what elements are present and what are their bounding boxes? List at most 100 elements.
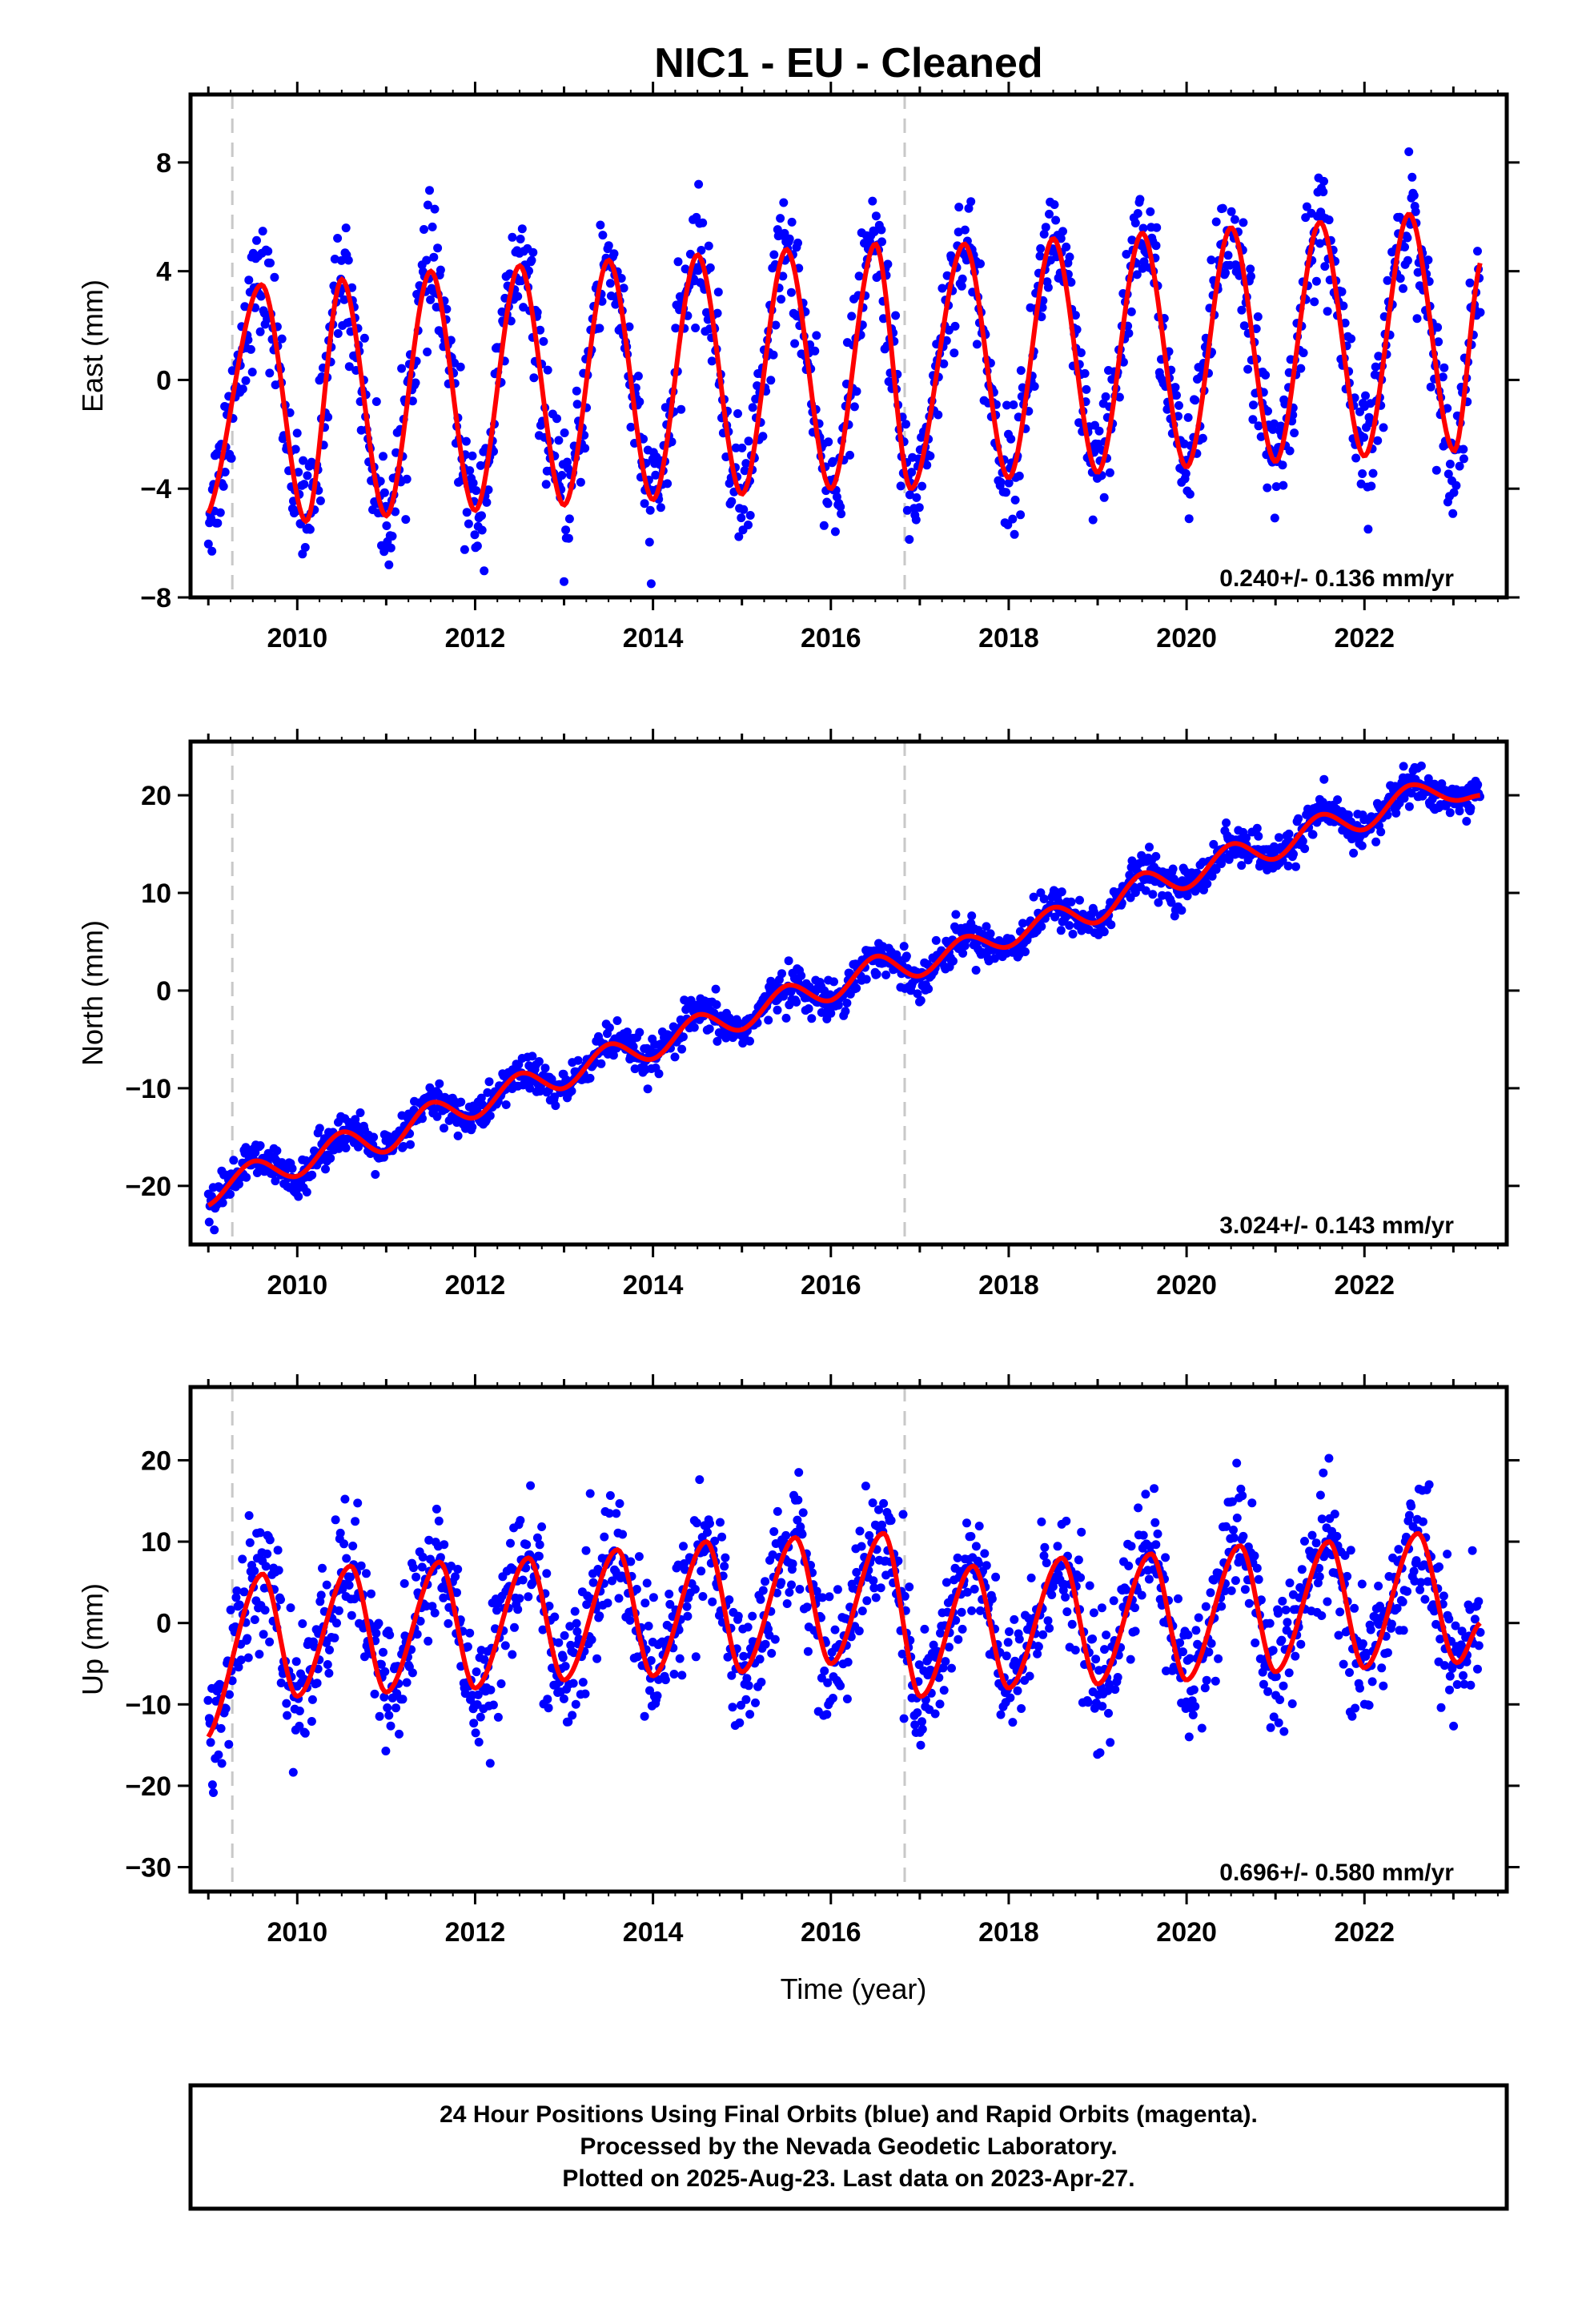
data-point bbox=[265, 368, 275, 378]
data-point bbox=[456, 362, 465, 372]
data-point bbox=[276, 1679, 286, 1687]
data-point bbox=[423, 200, 432, 210]
data-point bbox=[1110, 1685, 1120, 1695]
data-point bbox=[836, 502, 845, 512]
data-point bbox=[1244, 1598, 1254, 1608]
data-point bbox=[1237, 305, 1247, 315]
data-point bbox=[737, 443, 747, 452]
data-point bbox=[213, 518, 223, 528]
data-point bbox=[558, 1653, 568, 1663]
data-point bbox=[626, 422, 636, 432]
data-point bbox=[597, 296, 607, 306]
data-point bbox=[1236, 1484, 1246, 1494]
data-point bbox=[930, 1709, 940, 1719]
data-point bbox=[953, 1553, 962, 1562]
data-point bbox=[270, 272, 279, 282]
data-point bbox=[416, 1616, 425, 1626]
data-point bbox=[1373, 436, 1383, 445]
data-point bbox=[1065, 252, 1074, 262]
data-point bbox=[1452, 480, 1461, 490]
data-point bbox=[685, 249, 695, 259]
data-point bbox=[215, 508, 225, 517]
data-point bbox=[852, 387, 861, 396]
data-point bbox=[802, 1602, 812, 1612]
data-point bbox=[408, 396, 417, 406]
y-axis-label: East (mm) bbox=[76, 279, 109, 412]
data-point bbox=[1223, 251, 1233, 260]
data-point bbox=[305, 525, 315, 534]
data-point bbox=[1100, 1645, 1109, 1655]
data-point bbox=[1323, 1597, 1332, 1606]
data-point bbox=[1127, 235, 1137, 245]
data-point bbox=[916, 1740, 926, 1750]
data-point bbox=[576, 477, 585, 487]
data-point bbox=[734, 532, 744, 541]
data-point bbox=[1039, 895, 1049, 903]
x-tick-label: 2020 bbox=[1156, 1270, 1217, 1301]
data-point bbox=[1057, 887, 1066, 897]
data-point bbox=[1254, 1574, 1263, 1584]
data-point bbox=[244, 1511, 254, 1520]
data-point bbox=[868, 1498, 877, 1508]
data-point bbox=[673, 257, 683, 267]
data-point bbox=[220, 468, 230, 476]
data-point bbox=[793, 238, 802, 247]
data-point bbox=[1335, 1607, 1345, 1617]
data-point bbox=[1204, 1647, 1214, 1657]
data-point bbox=[1151, 241, 1161, 251]
data-point bbox=[705, 1518, 714, 1528]
data-point bbox=[784, 956, 793, 966]
data-point bbox=[1371, 362, 1380, 372]
data-point bbox=[857, 1606, 867, 1616]
data-point bbox=[817, 1593, 827, 1602]
data-point bbox=[528, 247, 538, 257]
data-point bbox=[592, 1654, 602, 1663]
data-point bbox=[341, 1144, 351, 1152]
data-point bbox=[967, 1606, 977, 1615]
data-point bbox=[1037, 922, 1046, 931]
data-point bbox=[661, 1675, 670, 1685]
data-point bbox=[1085, 1581, 1094, 1590]
data-point bbox=[1113, 1673, 1122, 1682]
data-point bbox=[572, 400, 582, 409]
data-point bbox=[243, 1634, 252, 1643]
data-point bbox=[234, 1663, 243, 1672]
data-point bbox=[819, 521, 829, 530]
data-point bbox=[1126, 1655, 1135, 1664]
data-point bbox=[920, 1624, 930, 1634]
data-point bbox=[727, 1671, 737, 1680]
data-point bbox=[525, 1084, 535, 1093]
data-point bbox=[1476, 1627, 1485, 1637]
data-point bbox=[970, 1584, 979, 1594]
data-point bbox=[776, 214, 785, 223]
data-point bbox=[488, 1700, 498, 1710]
data-point bbox=[1227, 1586, 1236, 1595]
data-point bbox=[1317, 1611, 1327, 1620]
data-point bbox=[1039, 229, 1049, 239]
data-point bbox=[1211, 1676, 1220, 1686]
data-point bbox=[1010, 529, 1019, 539]
data-point bbox=[1207, 871, 1217, 881]
data-point bbox=[741, 459, 751, 468]
data-point bbox=[452, 1588, 461, 1598]
data-point bbox=[581, 1546, 591, 1555]
data-point bbox=[1407, 172, 1417, 182]
data-point bbox=[950, 348, 959, 358]
data-point bbox=[259, 1630, 268, 1639]
data-point bbox=[1242, 833, 1251, 842]
data-point bbox=[255, 1650, 264, 1659]
data-point bbox=[1246, 264, 1255, 274]
data-point bbox=[539, 336, 548, 346]
data-point bbox=[353, 1498, 363, 1508]
data-point bbox=[1459, 1671, 1468, 1680]
data-point bbox=[484, 485, 493, 495]
data-point bbox=[376, 1659, 386, 1669]
data-point bbox=[1126, 307, 1136, 316]
data-point bbox=[513, 292, 523, 301]
data-point bbox=[552, 414, 561, 424]
data-point bbox=[931, 935, 941, 945]
data-point bbox=[728, 1703, 737, 1712]
data-point bbox=[1275, 833, 1283, 842]
data-point bbox=[849, 402, 859, 412]
